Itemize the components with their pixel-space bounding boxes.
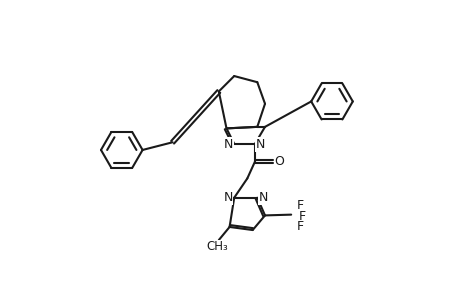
Text: CH₃: CH₃ [206, 241, 228, 254]
Text: N: N [223, 191, 232, 204]
Text: N: N [258, 191, 268, 204]
Text: F: F [296, 220, 303, 233]
Text: O: O [274, 155, 284, 168]
Text: F: F [298, 210, 305, 223]
Text: N: N [255, 138, 264, 151]
Text: N: N [224, 138, 233, 151]
Text: F: F [296, 199, 303, 212]
